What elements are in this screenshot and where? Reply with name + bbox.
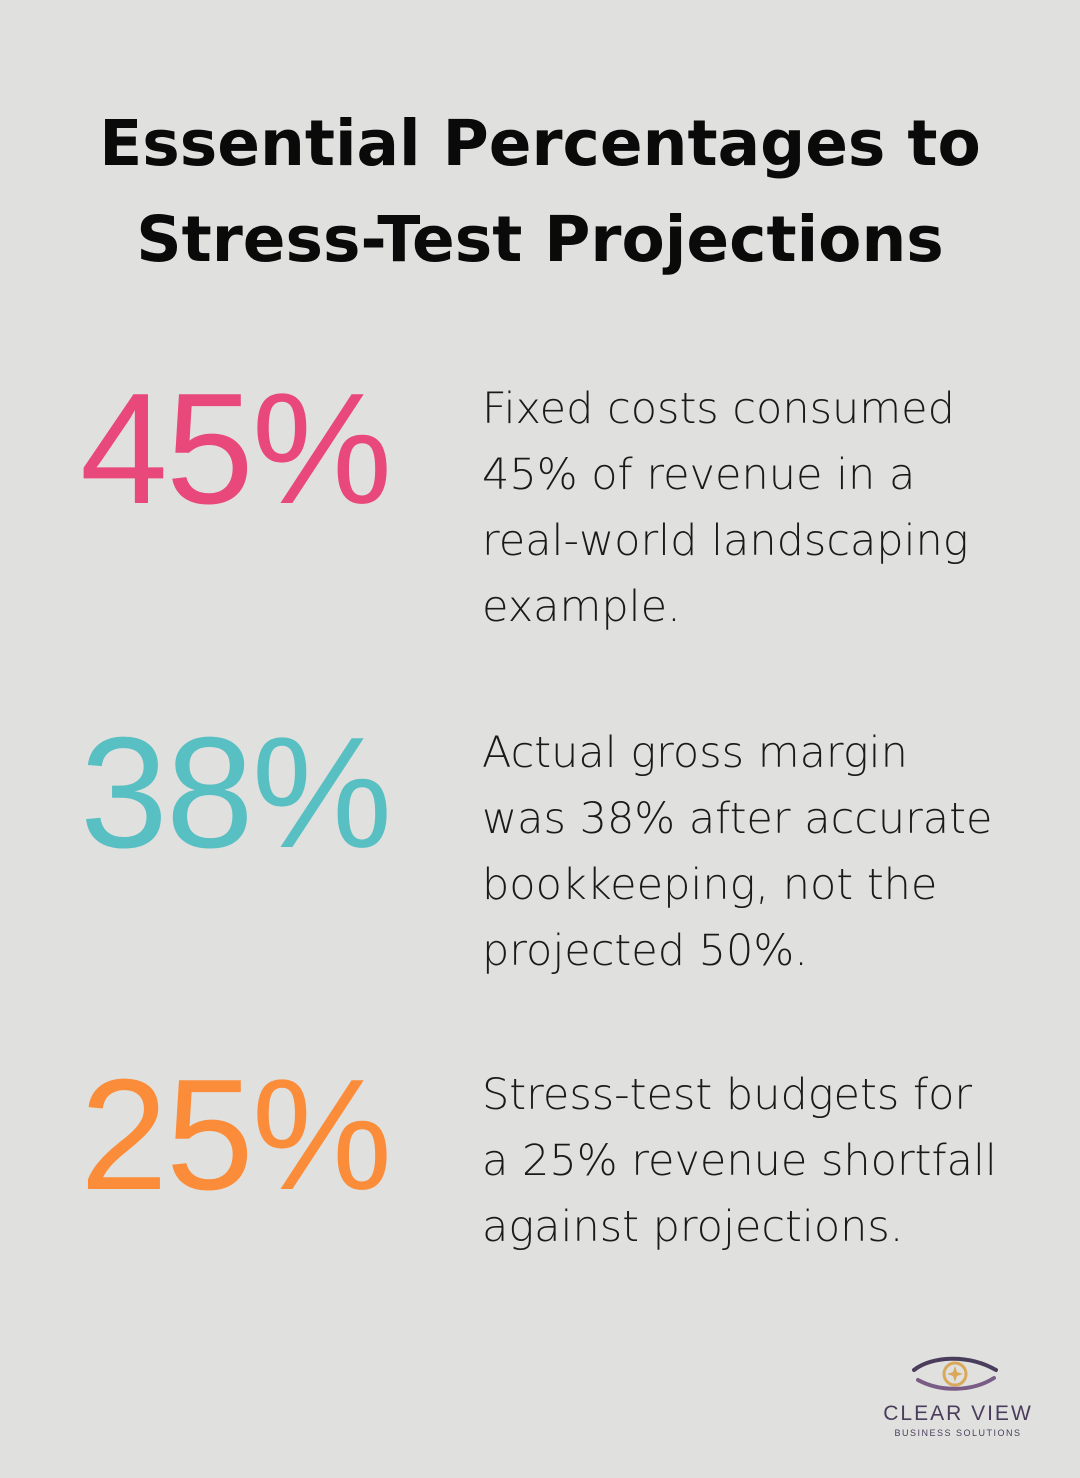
stat-description-line: bookkeeping, not the: [482, 860, 938, 910]
stat-description: Fixed costs consumed 45% of revenue in a…: [482, 376, 1042, 640]
stat-description-line: Fixed costs consumed: [482, 384, 955, 434]
stat-description: Stress-test budgets for a 25% revenue sh…: [482, 1062, 1042, 1260]
stat-description-line: projected 50%.: [482, 926, 808, 976]
stat-value: 38%: [80, 705, 392, 881]
stat-value: 25%: [80, 1047, 392, 1223]
stat-description-line: 45% of revenue in a: [482, 450, 916, 500]
stat-description-line: real-world landscaping: [482, 516, 969, 566]
eye-star-icon: [912, 1356, 998, 1391]
title-line-2: Stress-Test Projections: [136, 203, 944, 276]
infographic-title: Essential Percentages to Stress-Test Pro…: [40, 96, 1040, 288]
company-logo: CLEAR VIEW BUSINESS SOLUTIONS: [860, 1352, 1050, 1442]
stat-description-line: example.: [482, 582, 681, 632]
logo-name: CLEAR VIEW: [883, 1402, 1033, 1425]
stat-description-line: Actual gross margin: [482, 728, 908, 778]
logo-tagline: BUSINESS SOLUTIONS: [894, 1428, 1022, 1438]
stat-description-line: a 25% revenue shortfall: [482, 1136, 997, 1186]
stat-value: 45%: [80, 361, 392, 537]
title-line-1: Essential Percentages to: [99, 107, 981, 180]
stat-description: Actual gross margin was 38% after accura…: [482, 720, 1042, 984]
stat-description-line: against projections.: [482, 1202, 904, 1252]
stat-description-line: Stress-test budgets for: [482, 1070, 973, 1120]
stat-description-line: was 38% after accurate: [482, 794, 993, 844]
